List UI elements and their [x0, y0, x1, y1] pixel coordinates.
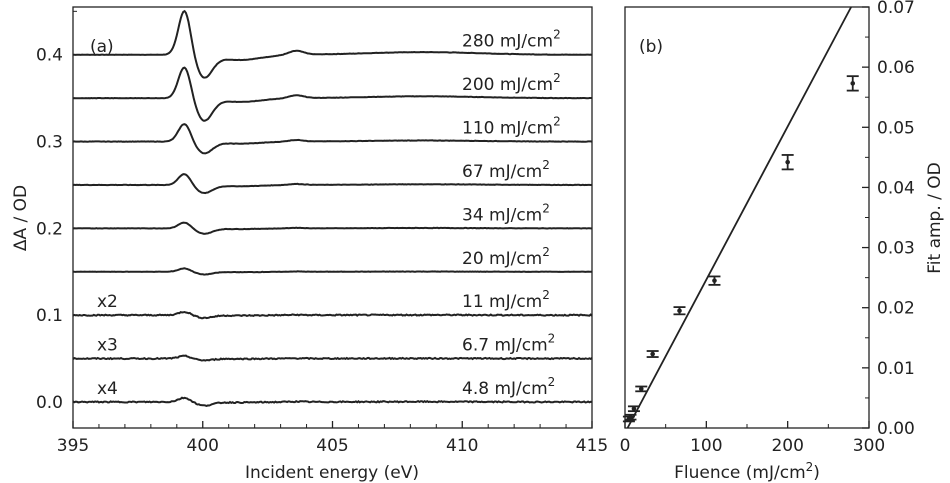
series-label: 280 mJ/cm2	[462, 28, 561, 52]
panel-b-x-axis-label: Fluence (mJ/cm2)	[674, 460, 820, 483]
a-x-tick-label: 415	[576, 436, 608, 456]
a-x-tick-label: 395	[57, 436, 89, 456]
a-y-tick-label: 0.4	[36, 46, 63, 66]
b-y-tick-label: 0.01	[877, 359, 915, 379]
point-marker	[785, 159, 790, 165]
series-label: 6.7 mJ/cm2	[462, 332, 555, 356]
data-point	[846, 75, 859, 92]
data-point	[635, 385, 648, 393]
panel-a-x-ticks: 395 400 405 410 415	[57, 421, 608, 456]
a-y-tick-label: 0.3	[36, 133, 63, 153]
series-label: 110 mJ/cm2	[462, 115, 561, 139]
a-x-tick-label: 405	[316, 436, 348, 456]
panel-b-fit-line-group	[626, 6, 852, 429]
series-label: 67 mJ/cm2	[462, 158, 550, 182]
series-label-text: 11 mJ/cm	[462, 292, 542, 312]
point-marker	[712, 278, 717, 283]
b-y-tick-label: 0.05	[877, 118, 915, 138]
series-label-text: 6.7 mJ/cm	[462, 336, 548, 356]
b-x-tick-label: 300	[853, 436, 885, 456]
trace-0	[73, 9, 593, 79]
series-label: 11 mJ/cm2	[462, 288, 550, 312]
trace-2	[72, 123, 593, 155]
series-label-sup: 2	[553, 115, 561, 129]
a-y-tick-label: 0.2	[36, 219, 63, 239]
series-label: 200 mJ/cm2	[462, 71, 561, 95]
data-point	[646, 350, 659, 358]
b-x-tick-label: 0	[620, 436, 631, 456]
data-point	[627, 405, 640, 413]
a-x-tick-label: 400	[187, 436, 219, 456]
data-point	[673, 306, 686, 316]
point-marker	[850, 81, 856, 86]
series-label-text: 4.8 mJ/cm	[462, 379, 548, 399]
series-label: 34 mJ/cm2	[462, 201, 550, 225]
a-y-tick-label: 0.1	[36, 306, 63, 326]
series-label-text: 67 mJ/cm	[462, 162, 542, 182]
trace-5	[72, 267, 592, 276]
series-label-sup: 2	[548, 332, 556, 346]
b-y-tick-label: 0.07	[877, 0, 915, 18]
series-label-text: 34 mJ/cm	[462, 205, 542, 225]
panel-a-traces	[72, 9, 593, 407]
series-label-sup: 2	[548, 375, 556, 389]
b-y-tick-label: 0.03	[877, 239, 915, 259]
series-label-text: 200 mJ/cm	[462, 75, 553, 95]
panel-a-label: (a)	[90, 37, 114, 57]
panel-a-y-axis-label: ΔA / OD	[11, 185, 31, 251]
panel-b-label: (b)	[639, 37, 663, 57]
panel-b-fluence: 0 100 200 300 0.000.010.020.030.040.050.060…	[620, 0, 945, 483]
panel-b-y-axis-label: Fit amp. / OD	[925, 162, 945, 274]
series-label-sup: 2	[542, 201, 550, 215]
trace-3	[72, 173, 593, 195]
trace-6	[72, 310, 593, 320]
fit-line	[626, 6, 852, 429]
b-x-tick-label: 200	[771, 436, 803, 456]
trace-7	[72, 354, 593, 362]
panel-a-y-ticks: 0.0 0.1 0.2 0.3 0.4	[36, 10, 80, 413]
data-point	[624, 413, 637, 421]
panel-a-x-axis-label: Incident energy (eV)	[245, 463, 419, 483]
multiplier-label: x3	[97, 336, 118, 356]
series-label-text: 280 mJ/cm	[462, 32, 553, 52]
series-label-sup: 2	[553, 28, 561, 42]
point-marker	[638, 386, 644, 392]
panel-b-x-ticks: 0 100 200 300	[620, 421, 885, 456]
point-marker	[677, 308, 682, 314]
b-y-tick-label: 0.02	[877, 299, 915, 319]
b-y-tick-label: 0.00	[877, 419, 915, 439]
b-y-tick-label: 0.04	[877, 178, 915, 198]
multiplier-label: x2	[97, 292, 118, 312]
series-label-sup: 2	[542, 245, 550, 259]
series-label-text: 110 mJ/cm	[462, 119, 553, 139]
series-label: 20 mJ/cm2	[462, 245, 550, 269]
panel-b-points	[622, 75, 859, 423]
series-label: 4.8 mJ/cm2	[462, 375, 555, 399]
trace-4	[72, 221, 593, 235]
series-label-sup: 2	[553, 71, 561, 85]
multiplier-label: x4	[97, 379, 118, 399]
data-point	[781, 154, 794, 171]
a-x-tick-label: 410	[446, 436, 478, 456]
trace-8	[72, 396, 593, 407]
panel-b-y-ticks: 0.00 0.01 0.02 0.03 0.04 0.05 0.06 0.07	[862, 0, 915, 439]
series-label-sup: 2	[542, 158, 550, 172]
data-point	[708, 275, 721, 286]
b-x-tick-label: 100	[690, 436, 722, 456]
series-label-text: 20 mJ/cm	[462, 249, 542, 269]
point-marker	[631, 406, 637, 412]
trace-1	[72, 66, 592, 122]
point-marker	[650, 351, 655, 357]
a-y-tick-label: 0.0	[36, 393, 63, 413]
panel-a-spectra: 395 400 405 410 415 0.0 0.1 0.2 0.3 0.4 280 mJ/c…	[11, 6, 608, 483]
b-y-tick-label: 0.06	[877, 58, 915, 78]
point-marker	[628, 414, 633, 420]
series-label-sup: 2	[542, 288, 550, 302]
